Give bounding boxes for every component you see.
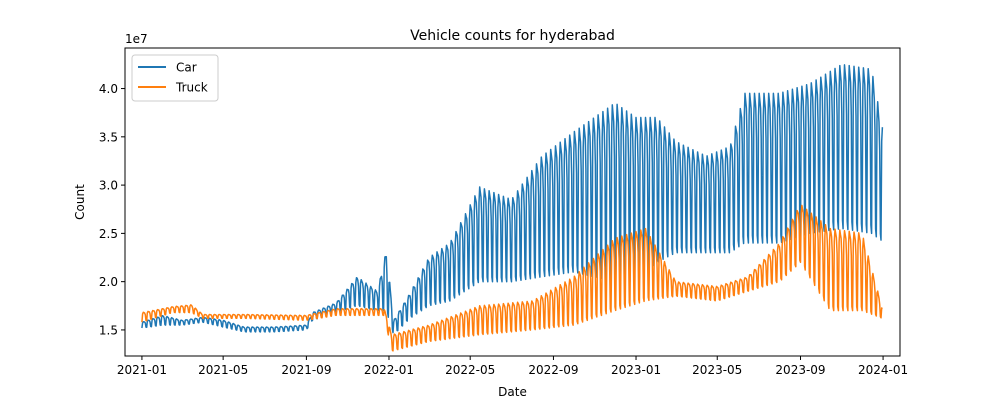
x-tick-label: 2021-01 — [117, 363, 167, 377]
y-tick-label: 1.5 — [99, 323, 118, 337]
chart-title: Vehicle counts for hyderabad — [410, 28, 615, 44]
x-tick-label: 2022-01 — [364, 363, 414, 377]
x-tick-label: 2023-01 — [611, 363, 661, 377]
y-tick-label: 4.0 — [99, 82, 118, 96]
x-tick-label: 2023-05 — [692, 363, 742, 377]
y-tick-label: 2.5 — [99, 227, 118, 241]
y-scale-label: 1e7 — [125, 32, 148, 46]
x-axis: 2021-01 2021-05 2021-09 2022-01 2022-05 2022-… — [117, 356, 908, 377]
x-tick-label: 2023-09 — [775, 363, 825, 377]
x-tick-label: 2024-01 — [858, 363, 908, 377]
x-tick-label: 2022-05 — [445, 363, 495, 377]
y-tick-label: 3.5 — [99, 130, 118, 144]
y-tick-label: 3.0 — [99, 179, 118, 193]
plot-area — [124, 47, 901, 357]
plot-frame — [124, 47, 901, 357]
legend-label-car: Car — [176, 61, 197, 75]
y-tick-label: 2.0 — [99, 275, 118, 289]
x-tick-label: 2022-09 — [528, 363, 578, 377]
y-axis: 1.5 2.0 2.5 3.0 3.5 4.0 — [99, 82, 125, 337]
x-tick-label: 2021-05 — [198, 363, 248, 377]
x-tick-label: 2021-09 — [281, 363, 331, 377]
y-axis-label: Count — [73, 184, 87, 220]
series-line-truck — [141, 204, 883, 352]
x-axis-label: Date — [498, 385, 527, 399]
series-line-car — [141, 64, 884, 334]
legend: Car Truck — [131, 54, 219, 102]
series-layer — [141, 64, 884, 352]
legend-label-truck: Truck — [175, 81, 208, 95]
